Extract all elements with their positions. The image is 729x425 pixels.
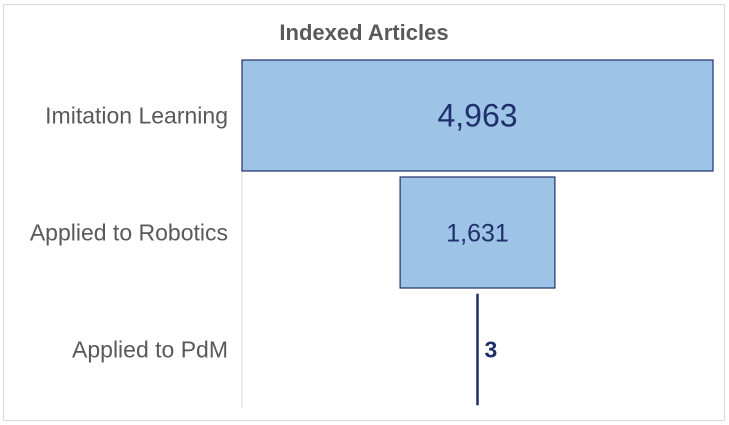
category-label-1: Imitation Learning <box>45 103 228 129</box>
funnel-bar-2 <box>399 176 556 289</box>
category-label-2: Applied to Robotics <box>30 220 228 246</box>
value-label-3: 3 <box>485 337 498 363</box>
chart-title: Indexed Articles <box>279 20 448 45</box>
funnel-bar-3 <box>476 293 479 406</box>
value-label-2: 1,631 <box>446 219 509 247</box>
funnel-bar-1 <box>241 59 714 172</box>
value-label-1: 4,963 <box>437 98 517 134</box>
labels-layer: Imitation Learning 4,963 Applied to Roboti… <box>30 98 518 363</box>
bars-layer <box>241 59 714 406</box>
category-label-3: Applied to PdM <box>72 337 228 363</box>
